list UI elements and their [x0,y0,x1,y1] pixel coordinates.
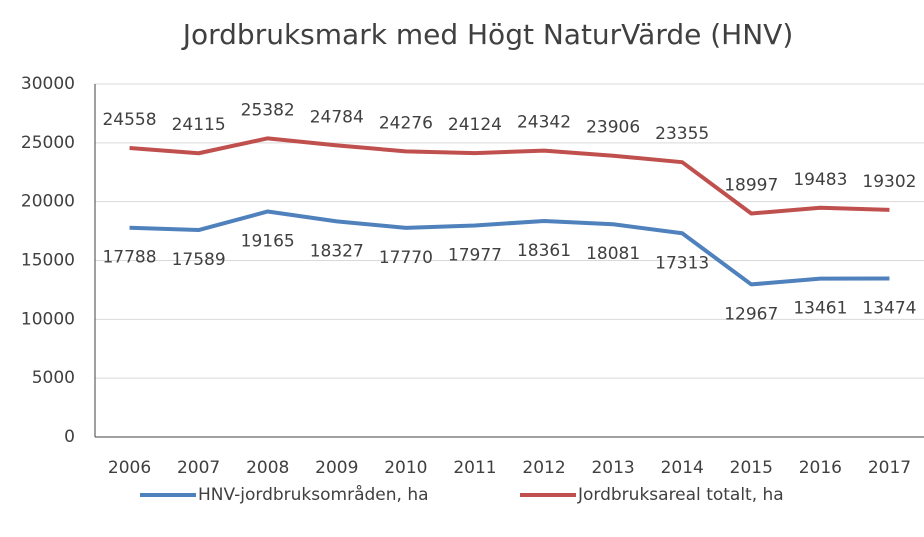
x-tick-label: 2008 [246,458,289,478]
data-label: 24115 [172,115,226,135]
legend-label: HNV-jordbruksområden, ha [198,484,429,505]
data-label: 24558 [102,110,156,130]
y-tick-label: 25000 [21,133,75,153]
data-label: 18997 [724,175,778,195]
x-tick-label: 2015 [730,458,773,478]
x-tick-label: 2016 [799,458,842,478]
legend-label: Jordbruksareal totalt, ha [577,485,784,505]
x-tick-label: 2014 [661,458,704,478]
data-label: 23906 [586,118,640,138]
data-label: 17770 [379,248,433,268]
x-tick-label: 2007 [177,458,220,478]
data-label: 24124 [448,115,502,135]
x-tick-label: 2013 [591,458,634,478]
data-label: 19483 [793,170,847,190]
x-tick-label: 2012 [522,458,565,478]
data-label: 17788 [102,248,156,268]
data-label: 19302 [862,172,916,192]
y-tick-label: 0 [64,427,75,447]
x-tick-label: 2010 [384,458,427,478]
data-label: 17977 [448,245,502,265]
data-label: 13461 [793,299,847,319]
data-label: 17589 [172,250,226,270]
data-label: 19165 [241,231,295,251]
data-label: 24784 [310,107,364,127]
data-label: 12967 [724,304,778,324]
data-label: 18081 [586,244,640,264]
data-label: 24276 [379,113,433,133]
x-tick-label: 2009 [315,458,358,478]
y-tick-label: 15000 [21,251,75,271]
data-label: 17313 [655,253,709,273]
x-tick-label: 2017 [868,458,911,478]
data-label: 13474 [862,298,916,318]
data-label: 23355 [655,124,709,144]
line [129,136,890,216]
y-tick-label: 30000 [21,74,75,94]
data-label: 24342 [517,113,571,133]
x-tick-label: 2006 [108,458,151,478]
y-tick-label: 5000 [32,368,75,388]
data-label: 25382 [241,100,295,120]
y-tick-label: 10000 [21,309,75,329]
data-label: 18327 [310,241,364,261]
x-tick-label: 2011 [453,458,496,478]
line [129,209,890,287]
data-label: 18361 [517,241,571,261]
chart-title: Jordbruksmark med Högt NaturVärde (HNV) [181,18,794,51]
y-tick-label: 20000 [21,192,75,212]
